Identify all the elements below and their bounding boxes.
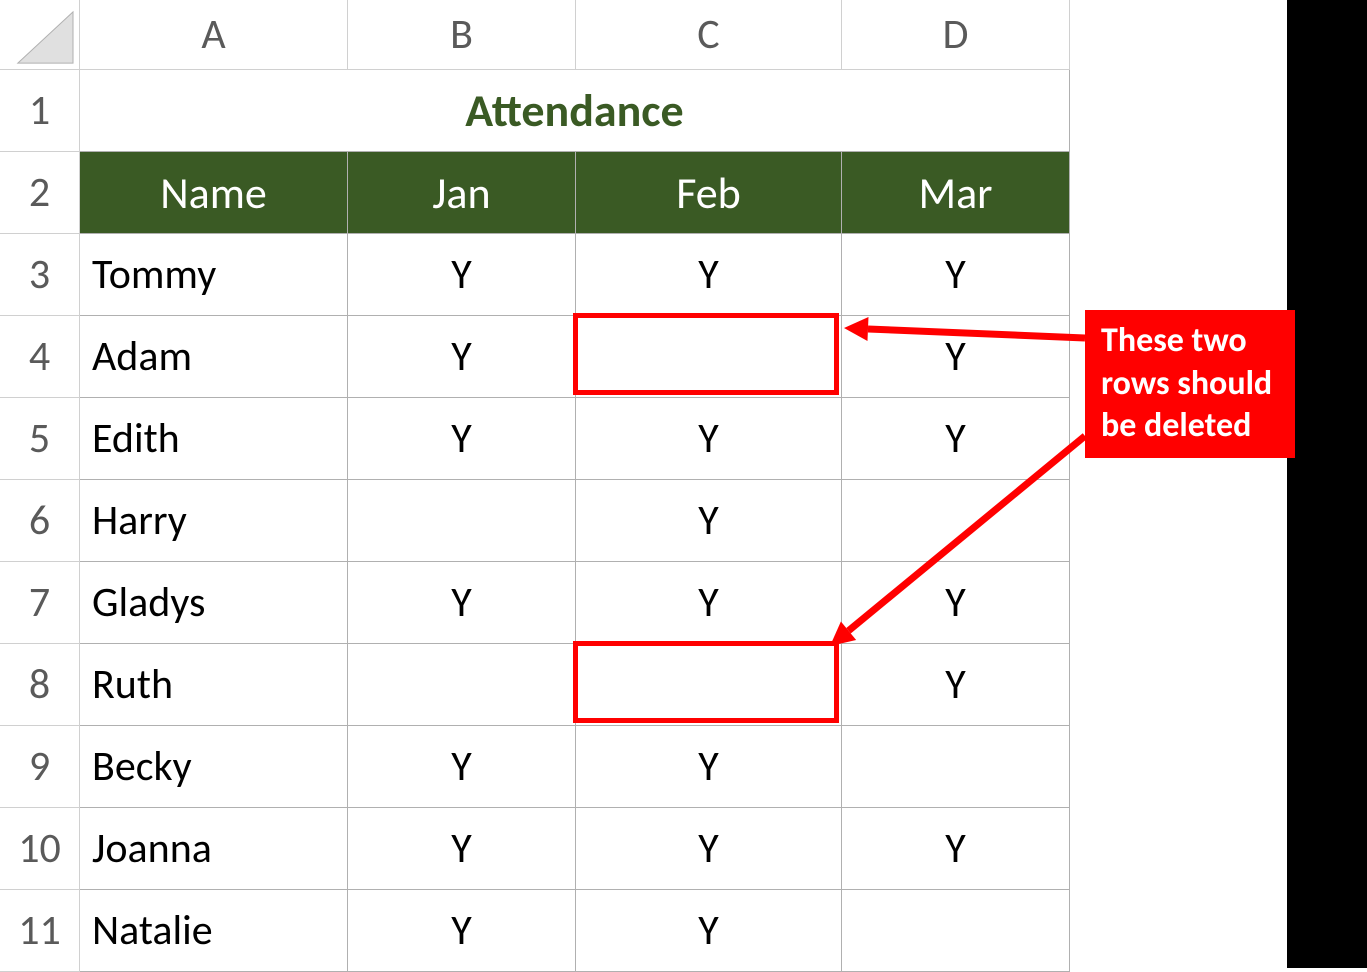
name-cell[interactable]: Tommy <box>80 234 348 316</box>
value-cell[interactable] <box>348 480 576 562</box>
name-cell[interactable]: Edith <box>80 398 348 480</box>
select-all-corner[interactable] <box>0 0 80 70</box>
table-row: JoannaYYY <box>80 808 1070 890</box>
row-header-2[interactable]: 2 <box>0 152 80 234</box>
value-cell[interactable]: Y <box>842 234 1070 316</box>
callout-line3: be deleted <box>1101 405 1251 446</box>
row-header-4[interactable]: 4 <box>0 316 80 398</box>
header-cell-jan[interactable]: Jan <box>348 152 576 234</box>
annotation-arrow-1 <box>824 308 1105 358</box>
value-cell[interactable] <box>348 644 576 726</box>
value-cell[interactable]: Y <box>576 562 842 644</box>
row-header-1[interactable]: 1 <box>0 70 80 152</box>
value-cell[interactable] <box>576 644 842 726</box>
row-header-5[interactable]: 5 <box>0 398 80 480</box>
header-cell-feb[interactable]: Feb <box>576 152 842 234</box>
value-cell[interactable]: Y <box>576 890 842 972</box>
column-headers: ABCD <box>80 0 1070 70</box>
value-cell[interactable]: Y <box>348 234 576 316</box>
row-header-6[interactable]: 6 <box>0 480 80 562</box>
value-cell[interactable]: Y <box>348 562 576 644</box>
table-row: BeckyYY <box>80 726 1070 808</box>
value-cell[interactable]: Y <box>348 890 576 972</box>
value-cell[interactable]: Y <box>576 808 842 890</box>
row-header-7[interactable]: 7 <box>0 562 80 644</box>
black-margin <box>1287 0 1367 968</box>
value-cell[interactable] <box>842 726 1070 808</box>
name-cell[interactable]: Ruth <box>80 644 348 726</box>
row-header-8[interactable]: 8 <box>0 644 80 726</box>
name-cell[interactable]: Natalie <box>80 890 348 972</box>
column-header-a[interactable]: A <box>80 0 348 70</box>
callout-line2: rows should <box>1101 363 1272 404</box>
name-cell[interactable]: Gladys <box>80 562 348 644</box>
value-cell[interactable]: Y <box>576 480 842 562</box>
header-cell-name[interactable]: Name <box>80 152 348 234</box>
row-header-11[interactable]: 11 <box>0 890 80 972</box>
row-header-9[interactable]: 9 <box>0 726 80 808</box>
value-cell[interactable]: Y <box>348 726 576 808</box>
table-row: TommyYYY <box>80 234 1070 316</box>
column-header-b[interactable]: B <box>348 0 576 70</box>
value-cell[interactable]: Y <box>576 398 842 480</box>
value-cell[interactable] <box>576 316 842 398</box>
row-headers: 1234567891011 <box>0 70 80 972</box>
row-header-3[interactable]: 3 <box>0 234 80 316</box>
callout-line1: These two <box>1101 320 1247 361</box>
row-header-10[interactable]: 10 <box>0 808 80 890</box>
annotation-arrow-2 <box>810 416 1105 666</box>
annotation-callout: These two rows should be deleted <box>1085 310 1295 458</box>
name-cell[interactable]: Becky <box>80 726 348 808</box>
table-row: NatalieYY <box>80 890 1070 972</box>
column-header-c[interactable]: C <box>576 0 842 70</box>
value-cell[interactable]: Y <box>842 808 1070 890</box>
value-cell[interactable]: Y <box>348 316 576 398</box>
name-cell[interactable]: Joanna <box>80 808 348 890</box>
value-cell[interactable]: Y <box>348 398 576 480</box>
name-cell[interactable]: Harry <box>80 480 348 562</box>
value-cell[interactable]: Y <box>348 808 576 890</box>
value-cell[interactable] <box>842 890 1070 972</box>
value-cell[interactable]: Y <box>576 234 842 316</box>
header-cell-mar[interactable]: Mar <box>842 152 1070 234</box>
name-cell[interactable]: Adam <box>80 316 348 398</box>
title-cell[interactable]: Attendance <box>80 70 1070 152</box>
column-header-d[interactable]: D <box>842 0 1070 70</box>
value-cell[interactable]: Y <box>576 726 842 808</box>
